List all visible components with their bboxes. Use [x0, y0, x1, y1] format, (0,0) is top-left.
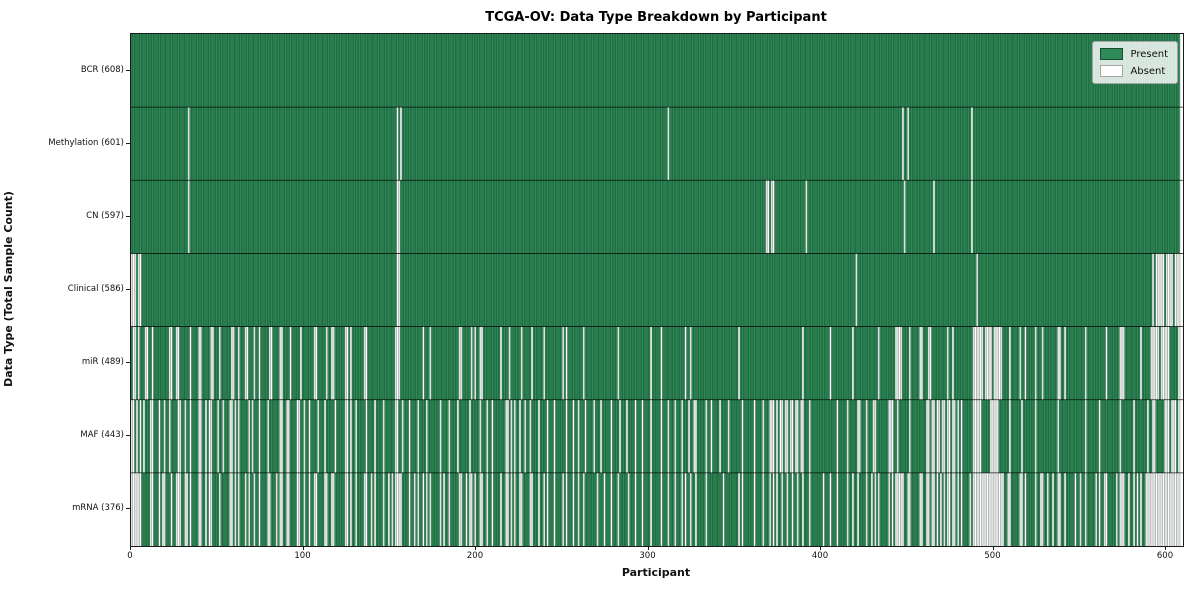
x-tick-label: 100	[294, 551, 311, 561]
y-tick-label: mRNA (376)	[72, 503, 124, 514]
legend-label-absent: Absent	[1130, 65, 1166, 77]
legend-item-present: Present	[1100, 48, 1168, 60]
legend-item-absent: Absent	[1100, 65, 1168, 77]
y-tick-mark	[126, 215, 130, 217]
x-axis-label: Participant	[621, 566, 691, 579]
x-tick-mark	[130, 546, 131, 550]
y-tick-mark	[126, 69, 130, 71]
y-tick-label: Methylation (601)	[48, 137, 124, 148]
y-tick-label: Clinical (586)	[67, 284, 124, 294]
y-tick-label: CN (597)	[86, 210, 124, 221]
x-tick-label: 200	[466, 551, 484, 561]
y-tick-mark	[126, 508, 130, 510]
y-tick-label: miR (489)	[81, 357, 124, 368]
x-tick-mark	[475, 546, 476, 550]
plot-area: Present Absent	[130, 33, 1184, 547]
x-tick-label: 300	[639, 551, 656, 561]
y-tick-mark	[126, 435, 130, 437]
x-tick-label: 600	[1156, 551, 1174, 561]
absent-swatch	[1100, 65, 1124, 77]
heatmap-canvas	[131, 34, 1183, 546]
x-tick-mark	[820, 546, 821, 550]
y-tick-mark	[126, 289, 130, 290]
x-tick-mark	[647, 546, 649, 550]
x-tick-mark	[1165, 546, 1166, 550]
legend-label-present: Present	[1130, 48, 1168, 60]
x-tick-label: 500	[984, 551, 1001, 561]
y-tick-label: BCR (608)	[80, 64, 124, 75]
chart-title: TCGA-OV: Data Type Breakdown by Particip…	[485, 10, 827, 25]
y-tick-mark	[126, 362, 130, 364]
x-tick-mark	[302, 546, 304, 550]
y-tick-mark	[126, 142, 130, 144]
y-tick-label: MAF (443)	[80, 430, 124, 441]
x-tick-mark	[992, 546, 994, 550]
present-swatch	[1100, 48, 1124, 60]
x-tick-label: 0	[127, 551, 133, 561]
legend: Present Absent	[1092, 41, 1178, 84]
x-tick-label: 400	[811, 551, 829, 561]
